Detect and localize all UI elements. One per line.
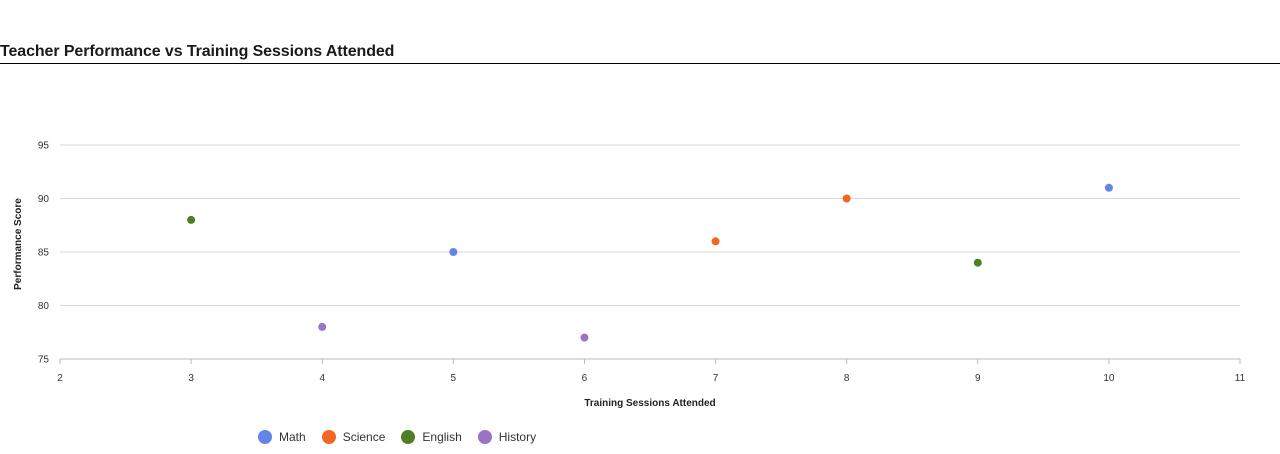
legend-item-math[interactable]: Math <box>258 430 306 444</box>
y-tick-label: 75 <box>38 355 50 366</box>
chart-title: Teacher Performance vs Training Sessions… <box>0 43 395 60</box>
legend-swatch <box>477 430 492 444</box>
x-tick-label: 3 <box>188 373 194 384</box>
title-bar: Teacher Performance vs Training Sessions… <box>0 0 1280 64</box>
point-science[interactable] <box>711 237 720 246</box>
y-tick-label: 80 <box>38 301 50 312</box>
x-tick-label: 8 <box>844 373 850 384</box>
x-tick-label: 11 <box>1235 373 1246 384</box>
x-tick-label: 5 <box>451 373 457 384</box>
x-tick-label: 7 <box>713 373 719 384</box>
x-tick-label: 4 <box>319 373 325 384</box>
legend-swatch <box>321 430 336 444</box>
x-axis: 2 3 4 5 6 7 8 9 10 11 <box>57 359 1246 384</box>
legend: Math Science English History <box>258 430 536 444</box>
legend-label: English <box>422 430 462 444</box>
x-axis-title: Training Sessions Attended <box>584 398 715 409</box>
legend-item-english[interactable]: English <box>401 430 462 444</box>
legend-swatch <box>258 430 272 444</box>
y-tick-label: 90 <box>38 194 50 205</box>
legend-label: Science <box>342 430 386 444</box>
y-axis-title: Performance Score <box>13 198 24 290</box>
point-math[interactable] <box>449 248 458 256</box>
point-english[interactable] <box>973 258 982 267</box>
point-history[interactable] <box>580 333 589 342</box>
data-points <box>187 183 1113 342</box>
point-english[interactable] <box>187 215 196 224</box>
legend-label: History <box>498 430 537 444</box>
x-tick-label: 6 <box>582 373 588 384</box>
point-science[interactable] <box>842 194 851 203</box>
y-tick-label: 85 <box>38 248 50 259</box>
y-tick-label: 95 <box>38 141 50 152</box>
x-tick-label: 10 <box>1103 373 1115 384</box>
point-math[interactable] <box>1104 183 1113 192</box>
y-axis: 75 80 85 90 95 <box>38 141 50 366</box>
x-tick-label: 9 <box>975 373 981 384</box>
legend-item-history[interactable]: History <box>477 430 537 444</box>
point-history[interactable] <box>318 322 327 331</box>
legend-swatch <box>401 430 416 444</box>
x-tick-label: 2 <box>57 373 63 384</box>
legend-label: Math <box>279 430 306 444</box>
legend-item-science[interactable]: Science <box>321 430 386 444</box>
grid-lines <box>60 144 1240 360</box>
